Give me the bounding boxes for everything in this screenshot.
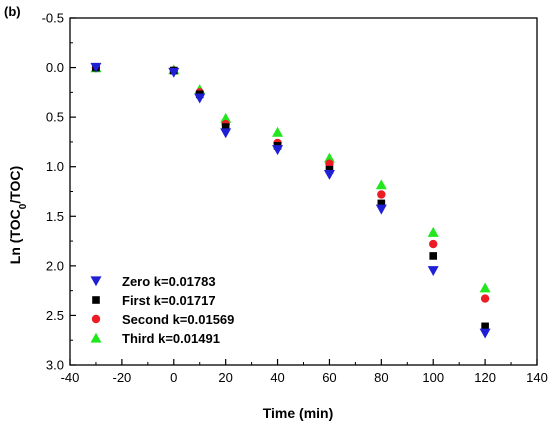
legend-marker xyxy=(91,314,101,324)
x-tick-label: -20 xyxy=(112,370,131,385)
y-tick-label: 1.0 xyxy=(46,159,64,174)
data-point xyxy=(325,165,334,174)
data-point xyxy=(323,169,335,180)
x-tick-label: 20 xyxy=(218,370,232,385)
y-axis-title: Ln (TOC0/TOC) xyxy=(7,166,29,264)
data-point xyxy=(375,179,387,190)
y-tick-label: 0.0 xyxy=(46,60,64,75)
legend-item: Zero k=0.01783 xyxy=(90,274,216,289)
y-tick-label: 2.5 xyxy=(46,308,64,323)
data-point xyxy=(429,239,438,249)
data-point xyxy=(168,67,180,78)
data-point xyxy=(90,62,102,73)
legend: Zero k=0.01783 First k=0.01717 Second k=0.… xyxy=(90,274,234,346)
data-point xyxy=(377,199,386,208)
legend-item: Second k=0.01569 xyxy=(91,312,234,327)
data-point xyxy=(480,294,490,303)
y-tick-label: 0.5 xyxy=(46,110,64,125)
data-point xyxy=(375,204,387,215)
x-tick-label: 60 xyxy=(322,370,336,385)
series-zero xyxy=(90,62,491,339)
data-point xyxy=(429,252,438,260)
x-tick-label: 100 xyxy=(422,370,444,385)
y-tick-label: 2.0 xyxy=(46,258,64,273)
x-tick-label: 0 xyxy=(170,370,177,385)
x-axis: -40 -20 0 20 40 60 80 100 120 140 xyxy=(61,359,548,385)
y-tick-label: 1.5 xyxy=(46,209,64,224)
x-tick-label: 140 xyxy=(526,370,548,385)
data-point xyxy=(221,123,230,131)
y-tick-label: -0.5 xyxy=(42,11,64,26)
legend-label: Second k=0.01569 xyxy=(122,312,234,327)
data-point xyxy=(220,112,232,123)
data-point xyxy=(479,328,491,339)
legend-label: Third k=0.01491 xyxy=(122,331,220,346)
data-point xyxy=(272,126,284,137)
panel-label: (b) xyxy=(4,4,21,19)
data-point xyxy=(427,226,439,237)
data-point xyxy=(377,190,386,199)
legend-marker xyxy=(90,332,102,343)
legend-label: First k=0.01717 xyxy=(122,293,216,308)
data-series xyxy=(90,62,491,339)
legend-label: Zero k=0.01783 xyxy=(122,274,216,289)
x-tick-label: 40 xyxy=(270,370,284,385)
data-point xyxy=(323,152,335,163)
legend-marker xyxy=(92,296,100,304)
legend-marker xyxy=(90,276,102,287)
x-axis-title: Time (min) xyxy=(263,405,334,421)
data-point xyxy=(479,282,491,293)
x-tick-label: -40 xyxy=(61,370,80,385)
legend-item: First k=0.01717 xyxy=(92,293,216,308)
x-tick-label: 120 xyxy=(474,370,496,385)
data-point xyxy=(272,145,284,156)
y-tick-label: 3.0 xyxy=(46,358,64,373)
data-point xyxy=(194,93,206,104)
data-point xyxy=(427,266,439,277)
series-first xyxy=(92,63,489,331)
data-point xyxy=(325,159,334,168)
x-tick-label: 80 xyxy=(374,370,388,385)
legend-item: Third k=0.01491 xyxy=(90,331,220,346)
data-point xyxy=(481,322,489,331)
data-point xyxy=(220,128,232,139)
y-axis: -0.5 0.0 0.5 1.0 1.5 2.0 2.5 3.0 xyxy=(42,11,76,373)
